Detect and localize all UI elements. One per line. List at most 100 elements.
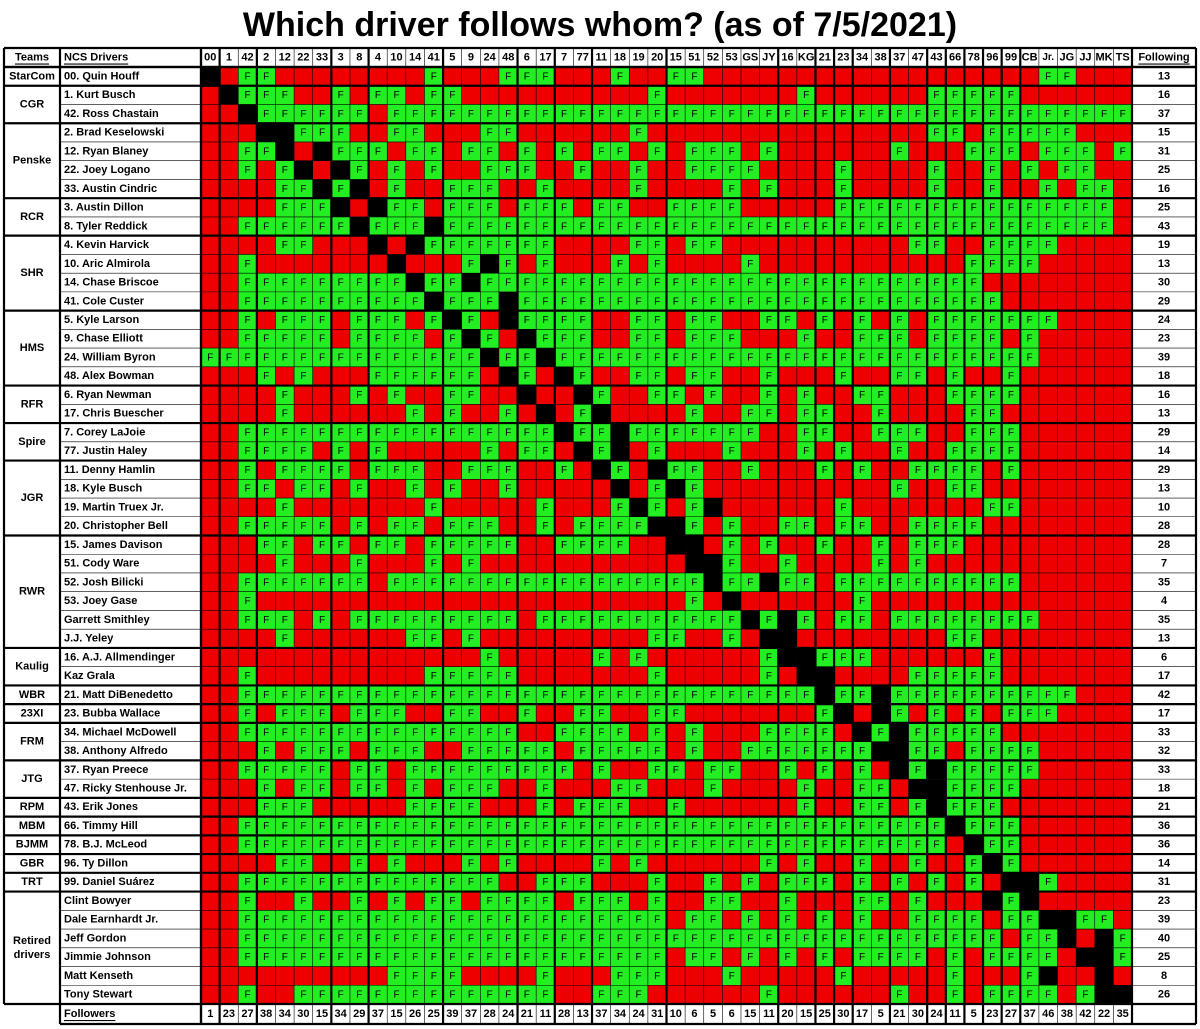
matrix-cell [983, 179, 1002, 199]
matrix-cell [908, 535, 928, 555]
follow-mark: F [896, 877, 902, 888]
matrix-cell [964, 479, 984, 499]
follow-mark: F [915, 765, 921, 776]
follow-mark: F [338, 446, 344, 457]
follow-mark: F [412, 990, 418, 1001]
matrix-cell [1020, 722, 1039, 742]
matrix-cell [759, 404, 779, 424]
matrix-cell [722, 704, 741, 723]
follow-mark: F [952, 971, 958, 982]
matrix-cell [573, 85, 593, 105]
matrix-cell [1076, 572, 1095, 592]
follow-mark: F [803, 821, 809, 832]
follow-mark: F [487, 334, 493, 345]
matrix-cell [424, 423, 444, 442]
matrix-cell [368, 104, 388, 124]
matrix-cell [1001, 704, 1021, 723]
matrix-cell [498, 441, 518, 461]
follow-mark: F [878, 933, 884, 944]
matrix-cell [889, 929, 909, 948]
matrix-cell [312, 85, 332, 105]
matrix-cell [815, 685, 835, 705]
matrix-cell [722, 835, 741, 855]
follow-mark: F [244, 709, 250, 720]
matrix-cell [927, 929, 946, 948]
follow-mark: F [524, 746, 530, 757]
matrix-cell [610, 572, 630, 592]
follow-mark: F [617, 933, 623, 944]
matrix-cell [1094, 685, 1114, 705]
driver-name: 8. Tyler Reddick [64, 220, 148, 232]
follow-mark: F [617, 821, 623, 832]
matrix-cell [219, 67, 239, 86]
matrix-cell [1001, 947, 1021, 967]
matrix-cell [592, 479, 611, 499]
matrix-cell [517, 610, 537, 630]
driver-name: 00. Quin Houff [64, 70, 140, 82]
driver-name: 14. Chase Briscoe [64, 277, 159, 289]
follow-mark: F [300, 427, 306, 438]
follow-mark: F [729, 427, 735, 438]
matrix-cell [573, 348, 593, 367]
matrix-cell [871, 854, 890, 873]
matrix-cell [1076, 179, 1095, 199]
matrix-cell [852, 198, 872, 217]
matrix-cell [908, 67, 928, 86]
matrix-cell [331, 216, 350, 236]
matrix-cell [405, 947, 425, 967]
followers-count: 20 [781, 1008, 793, 1020]
matrix-cell [201, 966, 220, 986]
matrix-cell [498, 198, 518, 217]
follow-mark: F [524, 71, 530, 82]
follow-mark: F [729, 577, 735, 588]
matrix-cell [480, 123, 499, 142]
matrix-cell [1001, 910, 1021, 930]
follow-mark: F [952, 446, 958, 457]
matrix-cell [778, 854, 797, 873]
follow-mark: F [505, 71, 511, 82]
follow-mark: F [729, 446, 735, 457]
follow-mark: F [542, 971, 548, 982]
matrix-cell [219, 273, 239, 292]
follow-mark: F [487, 933, 493, 944]
follow-mark: F [282, 727, 288, 738]
follow-mark: F [654, 577, 660, 588]
matrix-cell [778, 872, 797, 892]
follow-mark: F [952, 765, 958, 776]
matrix-cell [331, 610, 350, 630]
matrix-cell [908, 797, 928, 817]
matrix-cell [647, 104, 667, 124]
matrix-cell [238, 123, 257, 142]
matrix-cell [1020, 254, 1039, 274]
matrix-cell [834, 198, 853, 217]
follow-mark: F [244, 521, 250, 532]
matrix-cell [945, 872, 965, 892]
matrix-cell [796, 685, 816, 705]
follow-mark: F [338, 577, 344, 588]
matrix-cell [368, 947, 388, 967]
matrix-cell [685, 385, 704, 405]
matrix-cell [1057, 348, 1077, 367]
follow-mark: F [915, 427, 921, 438]
matrix-cell [256, 985, 276, 1004]
matrix-cell [461, 479, 481, 499]
matrix-cell [387, 647, 406, 667]
matrix-cell [666, 666, 686, 686]
matrix-cell [740, 872, 760, 892]
team-label: Kaulig [15, 661, 49, 673]
matrix-cell [945, 366, 965, 386]
follow-mark: F [878, 334, 884, 345]
matrix-cell [908, 423, 928, 442]
matrix-cell [778, 779, 797, 798]
matrix-cell [1038, 516, 1058, 536]
follow-mark: F [319, 840, 325, 851]
matrix-cell [349, 235, 369, 255]
follow-mark: F [989, 690, 995, 701]
matrix-cell [256, 160, 276, 180]
matrix-cell [275, 348, 295, 367]
matrix-cell [1001, 854, 1021, 873]
follow-mark: F [784, 821, 790, 832]
matrix-cell [610, 722, 630, 742]
follow-mark: F [393, 109, 399, 120]
matrix-cell [480, 535, 499, 555]
